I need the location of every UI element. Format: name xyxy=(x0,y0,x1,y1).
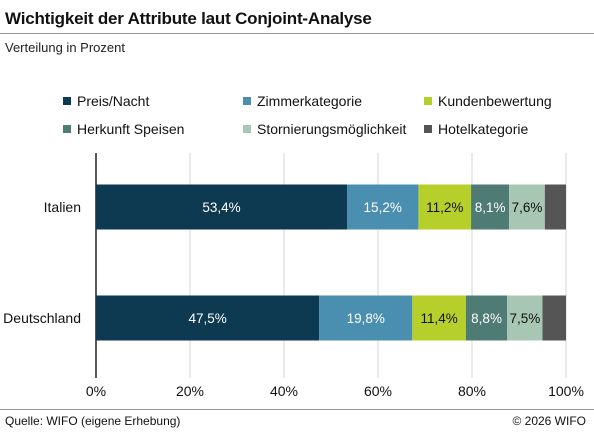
legend-swatch xyxy=(424,97,432,105)
legend-swatch xyxy=(63,125,71,133)
x-tick-label: 100% xyxy=(548,383,584,399)
data-label: 11,2% xyxy=(426,200,463,215)
data-label: 53,4% xyxy=(202,200,240,215)
legend-swatch xyxy=(424,125,432,133)
bar-segment-herkunft-speisen xyxy=(471,184,510,230)
x-tick-label: 0% xyxy=(86,383,106,399)
bar-segment-zimmerkategorie xyxy=(319,295,413,341)
bar-segment-herkunft-speisen xyxy=(465,295,508,341)
footer-divider xyxy=(0,409,594,410)
x-tick-label: 80% xyxy=(458,383,486,399)
category-label-deutschland: Deutschland xyxy=(3,310,81,326)
data-label: 7,6% xyxy=(512,200,543,215)
data-label: 7,5% xyxy=(509,311,540,326)
bar-segment-hotelkategorie xyxy=(544,184,566,230)
legend-item-zimmerkategorie: Zimmerkategorie xyxy=(243,93,362,109)
category-label-italien: Italien xyxy=(44,199,81,215)
legend-swatch xyxy=(243,125,251,133)
data-label: 15,2% xyxy=(364,200,402,215)
bar-segment-preis-nacht xyxy=(96,295,320,341)
bar-segment-kundenbewertung xyxy=(412,295,466,341)
legend-item-herkunft-speisen: Herkunft Speisen xyxy=(63,121,184,137)
legend-item-kundenbewertung: Kundenbewertung xyxy=(424,93,552,109)
source-note: Quelle: WIFO (eigene Erhebung) xyxy=(5,414,181,428)
bar-segment-hotelkategorie xyxy=(542,295,566,341)
bar-segment-zimmerkategorie xyxy=(346,184,419,230)
copyright-note: © 2026 WIFO xyxy=(512,414,586,428)
legend-label: Zimmerkategorie xyxy=(257,93,363,109)
x-tick-label: 20% xyxy=(176,383,204,399)
legend-label: Hotelkategorie xyxy=(438,121,529,137)
legend-label: Stornierungsmöglichkeit xyxy=(257,121,407,137)
data-label: 19,8% xyxy=(347,311,385,326)
x-tick-label: 40% xyxy=(270,383,298,399)
legend-swatch xyxy=(243,97,251,105)
bar-segment-preis-nacht xyxy=(96,184,347,230)
data-label: 47,5% xyxy=(188,311,226,326)
header-divider xyxy=(0,33,594,34)
legend-item-hotelkategorie: Hotelkategorie xyxy=(424,121,528,137)
bar-segment-stornierungsm-glichkeit xyxy=(507,295,543,341)
data-label: 8,8% xyxy=(471,311,502,326)
legend-item-stornierungsm-glichkeit: Stornierungsmöglichkeit xyxy=(243,121,406,137)
data-label: 8,1% xyxy=(475,200,506,215)
legend-item-preis-nacht: Preis/Nacht xyxy=(63,93,149,109)
bar-segment-stornierungsm-glichkeit xyxy=(509,184,545,230)
bar-segment-kundenbewertung xyxy=(418,184,472,230)
legend-label: Kundenbewertung xyxy=(438,93,552,109)
legend-label: Herkunft Speisen xyxy=(77,121,185,137)
x-tick-label: 60% xyxy=(364,383,392,399)
legend-label: Preis/Nacht xyxy=(77,93,150,109)
chart-subtitle: Verteilung in Prozent xyxy=(5,40,125,55)
data-label: 11,4% xyxy=(420,311,457,326)
chart-title: Wichtigkeit der Attribute laut Conjoint-… xyxy=(5,9,372,28)
legend-swatch xyxy=(63,97,71,105)
